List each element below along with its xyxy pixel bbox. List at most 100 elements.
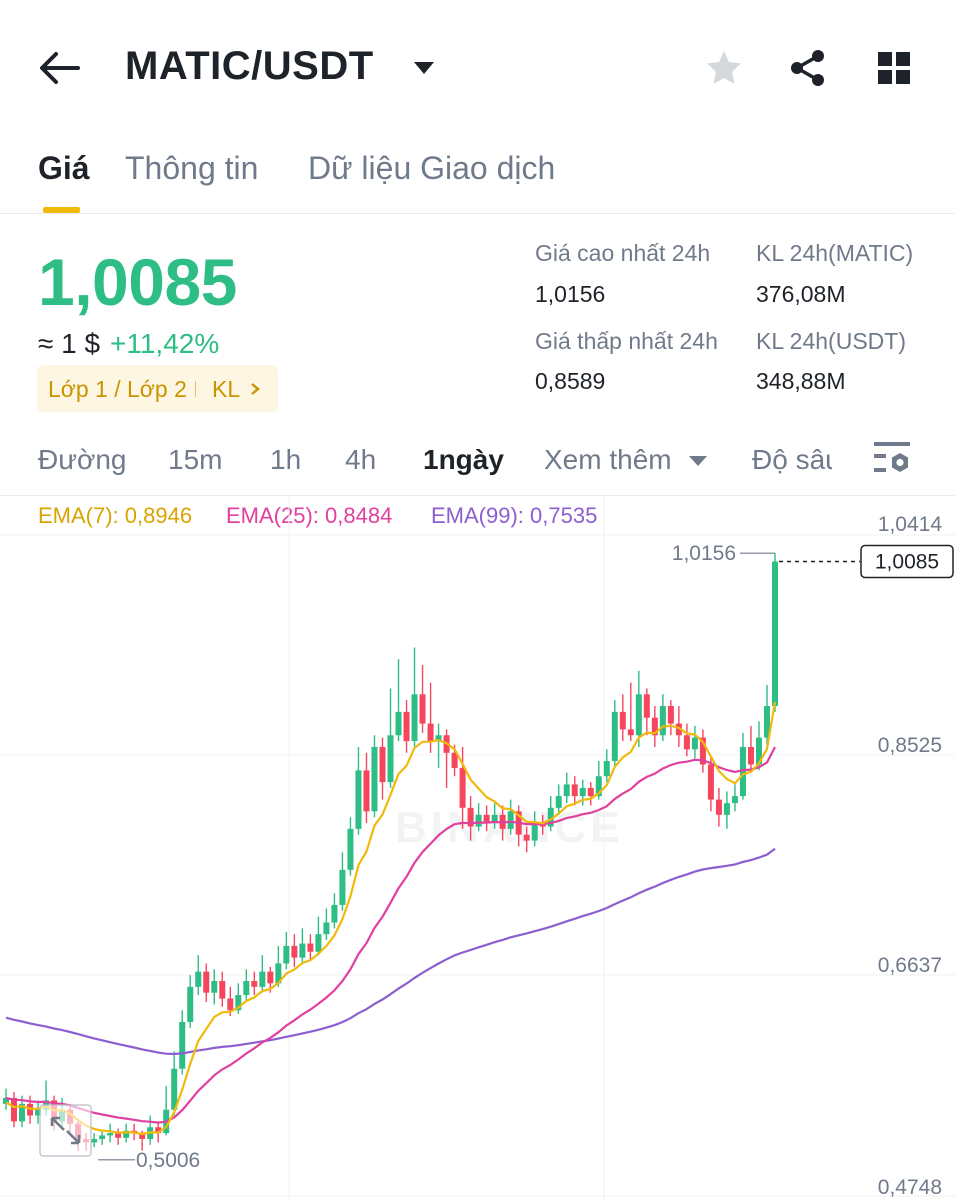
candle-body [747,746,754,765]
candle-body [755,737,762,765]
candle-body [427,723,434,742]
candlestick-chart[interactable]: BINANCE 1,0414 0,8525 0,6637 0,4748 1,0156 0,5… [0,496,955,1200]
candle-body [691,737,698,750]
candle-body [203,971,210,993]
candle-body [603,761,610,777]
ema7-line [5,701,777,1136]
tab-price[interactable]: Giá [38,150,90,186]
candle-body [235,995,242,1011]
candle-body [627,729,634,736]
candle-body [115,1133,122,1138]
candle-body [507,811,514,829]
back-arrow-icon[interactable] [38,48,82,88]
active-tab-indicator [43,207,80,213]
usd-approx-price: ≈ 1 $ [38,328,101,359]
candle-body [387,735,394,783]
candle-body [699,737,706,765]
category-tag-label[interactable]: Lớp 1 / Lớp 2 [48,376,187,402]
candle-body [363,770,370,812]
candle-body [267,971,274,984]
tab-info[interactable]: Thông tin [125,150,259,186]
expand-icon[interactable] [39,1104,92,1157]
low-24h-label: Giá thấp nhất 24h [535,328,718,354]
candle-body [283,945,290,964]
candle-body [459,768,466,808]
candle-body [675,723,682,736]
vol-quote-label: KL 24h(USDT) [756,328,906,354]
candle-body [667,706,674,724]
candle-body [379,746,386,783]
candle-body [403,711,410,742]
chart-settings-icon[interactable] [872,440,914,480]
caret-down-icon[interactable] [412,60,436,76]
tag-kl-label[interactable]: KL [212,376,241,402]
candle-body [635,694,642,736]
candle-body [723,803,730,815]
candle-body [579,787,586,797]
candle-body [11,1098,18,1122]
category-tag[interactable] [37,365,278,412]
interval-depth[interactable]: Độ sâu [752,444,832,475]
candle-body [451,752,458,769]
candle-body [475,814,482,827]
interval-more[interactable]: Xem thêm [544,444,672,475]
interval-1d[interactable]: 1ngày [423,444,504,475]
tab-trading-data[interactable]: Dữ liệu Giao dịch [308,150,556,186]
candle-body [419,694,426,724]
interval-15m[interactable]: 15m [168,444,223,475]
candle-body [211,980,218,993]
candle-body [195,971,202,987]
candle-body [563,784,570,797]
candle-body [339,869,346,905]
candle-body [123,1130,130,1138]
candle-body [27,1103,34,1116]
candle-body [19,1103,26,1122]
interval-4h[interactable]: 4h [345,444,377,475]
candle-body [523,834,530,841]
share-icon[interactable] [788,48,828,88]
candle-body [547,807,554,827]
chevron-right-icon[interactable] [249,382,261,396]
grid-icon[interactable] [876,50,912,86]
y-tick-label: 0,8525 [878,734,942,757]
low-24h-value: 0,8589 [535,368,606,394]
candle-body [491,814,498,824]
candle-body [571,784,578,797]
candle-body [275,963,282,984]
candle-body [91,1138,98,1143]
candle-body [187,986,194,1022]
ema99-legend: EMA(99): 0,7535 [431,503,598,528]
high-24h-label: Giá cao nhất 24h [535,240,711,266]
candle-body [155,1127,162,1134]
candle-body [483,814,490,824]
last-price: 1,0085 [38,245,237,319]
candle-body [411,694,418,742]
candle-body [219,980,226,999]
candle-body [107,1133,114,1136]
ema25-line [5,746,776,1124]
y-tick-label: 1,0414 [878,513,943,536]
caret-down-icon[interactable] [688,454,708,468]
candle-body [763,706,770,738]
y-tick-label: 0,4748 [878,1176,942,1199]
candle-body [643,694,650,718]
candle-body [659,706,666,736]
star-icon[interactable] [704,48,744,88]
candle-body [555,796,562,808]
candle-body [587,787,594,797]
vol-base-label: KL 24h(MATIC) [756,240,914,266]
ema7-legend: EMA(7): 0,8946 [38,503,193,528]
interval-line[interactable]: Đường [38,444,127,475]
pair-title[interactable]: MATIC/USDT [125,44,374,88]
candle-body [371,746,378,812]
candle-body [291,945,298,958]
candle-body [315,934,322,952]
candle-body [243,980,250,996]
candle-body [739,746,746,797]
candle-body [323,922,330,935]
candle-body [251,980,258,987]
tabs-divider [0,213,955,214]
interval-1h[interactable]: 1h [270,444,302,475]
candle-body [171,1068,178,1110]
candle-body [731,796,738,804]
